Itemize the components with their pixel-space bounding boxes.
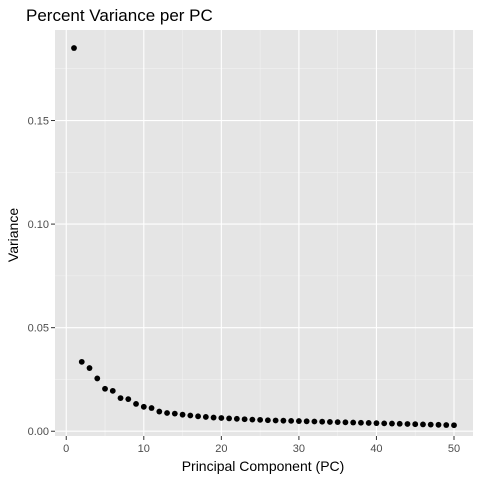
data-point <box>373 420 380 427</box>
x-tick-label: 40 <box>370 443 382 455</box>
data-point <box>233 415 240 422</box>
plot-panel <box>55 30 473 436</box>
x-tick-label: 10 <box>138 443 150 455</box>
data-point <box>365 420 372 426</box>
data-point <box>404 421 411 427</box>
data-point <box>389 420 395 427</box>
data-point <box>280 417 287 424</box>
data-point <box>94 375 101 382</box>
data-point <box>202 414 209 420</box>
data-point <box>272 417 279 424</box>
data-point <box>303 418 310 425</box>
data-point <box>164 410 170 416</box>
data-point <box>241 416 248 423</box>
data-point <box>195 413 201 420</box>
data-point <box>435 421 442 428</box>
data-point <box>319 418 326 425</box>
data-point <box>133 400 139 407</box>
y-tick-label: 0.05 <box>28 323 49 335</box>
data-point <box>342 419 349 426</box>
x-axis: 0 10 20 30 40 50 <box>63 436 460 455</box>
major-gridlines <box>55 30 473 436</box>
data-point <box>71 45 77 51</box>
data-point <box>381 420 388 427</box>
data-point <box>156 408 163 415</box>
data-point <box>295 418 302 424</box>
data-point <box>451 422 457 429</box>
x-axis-title: Principal Component (PC) <box>182 458 345 474</box>
data-point <box>140 403 147 410</box>
data-point <box>78 358 85 365</box>
x-tick-label: 50 <box>448 443 460 455</box>
y-tick-label: 0.15 <box>28 116 49 128</box>
minor-gridlines <box>55 30 473 436</box>
y-axis: 0.00 0.05 0.10 0.15 <box>28 116 55 438</box>
x-tick-label: 20 <box>215 443 227 455</box>
y-tick-label: 0.10 <box>28 219 49 231</box>
data-point <box>171 410 178 417</box>
data-point <box>249 416 256 423</box>
data-point <box>257 416 264 423</box>
data-point <box>264 417 271 424</box>
data-point <box>148 405 155 411</box>
x-tick-label: 0 <box>63 443 69 455</box>
data-point <box>109 387 116 394</box>
data-point <box>226 415 233 422</box>
data-point <box>334 419 341 426</box>
data-point <box>396 420 403 427</box>
data-point <box>358 419 364 426</box>
data-point <box>179 411 186 418</box>
data-point <box>210 414 217 421</box>
data-point <box>420 421 426 428</box>
data-point <box>427 421 434 428</box>
chart-title: Percent Variance per PC <box>26 6 213 25</box>
data-point <box>102 385 108 392</box>
data-point <box>327 419 333 425</box>
data-point <box>412 421 419 428</box>
x-tick-label: 30 <box>293 443 305 455</box>
data-point <box>311 418 318 425</box>
data-point <box>86 365 93 371</box>
data-points <box>71 45 457 429</box>
data-point <box>187 412 194 419</box>
y-tick-label: 0.00 <box>28 426 49 438</box>
data-point <box>218 415 225 421</box>
data-point <box>350 419 357 426</box>
data-point <box>443 422 450 428</box>
data-point <box>117 395 124 401</box>
data-point <box>125 396 132 403</box>
data-point <box>288 417 295 424</box>
y-axis-title: Variance <box>5 208 21 262</box>
